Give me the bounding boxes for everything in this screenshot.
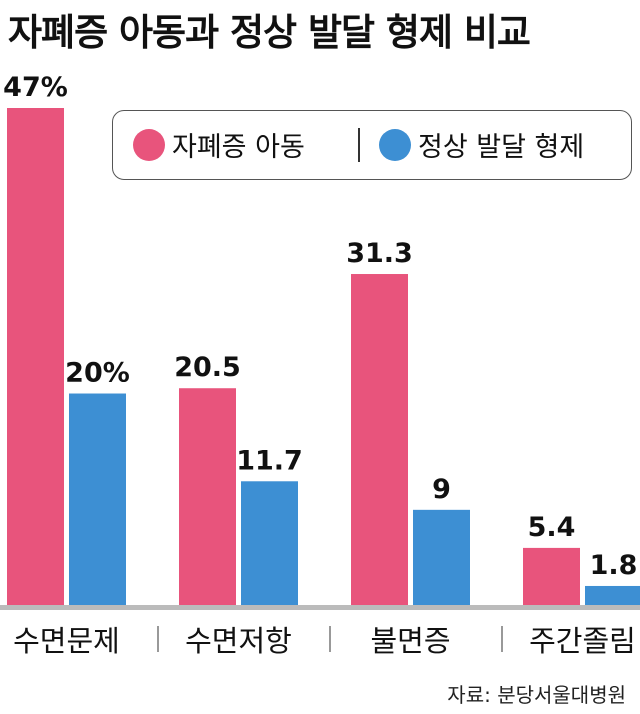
data-label: 31.3 — [346, 238, 413, 269]
category-label: 수면저항 — [185, 624, 292, 658]
x-axis-baseline — [0, 605, 640, 610]
legend-separator — [358, 128, 360, 162]
data-label: 5.4 — [528, 512, 576, 543]
legend-item-normal: 정상 발달 형제 — [379, 111, 584, 178]
page-title: 자폐증 아동과 정상 발달 형제 비교 — [8, 11, 531, 54]
data-label: 1.8 — [590, 550, 638, 581]
category-label: 수면문제 — [13, 624, 120, 658]
legend-item-autism: 자폐증 아동 — [133, 111, 305, 178]
data-label: 47% — [3, 72, 68, 103]
legend-label-autism: 자폐증 아동 — [172, 132, 305, 163]
category-label: 불면증 — [370, 624, 450, 658]
data-label: 9 — [432, 474, 451, 505]
bar-autism — [351, 274, 408, 605]
data-label: 20% — [65, 358, 130, 389]
bar-normal — [69, 393, 126, 605]
chart-legend: 자폐증 아동 정상 발달 형제 — [112, 110, 632, 180]
bar-normal — [413, 509, 470, 605]
source-note: 자료: 분당서울대병원 — [447, 683, 626, 707]
legend-swatch-autism — [133, 128, 165, 161]
data-label: 20.5 — [174, 352, 241, 383]
bar-normal — [585, 585, 640, 605]
legend-label-normal: 정상 발달 형제 — [418, 132, 585, 163]
category-label: 주간졸림 — [529, 624, 636, 658]
data-label: 11.7 — [236, 445, 303, 476]
bar-autism — [523, 547, 580, 605]
legend-swatch-normal — [379, 128, 411, 161]
bar-autism — [7, 108, 64, 605]
bar-autism — [179, 388, 236, 605]
bar-normal — [241, 481, 298, 605]
